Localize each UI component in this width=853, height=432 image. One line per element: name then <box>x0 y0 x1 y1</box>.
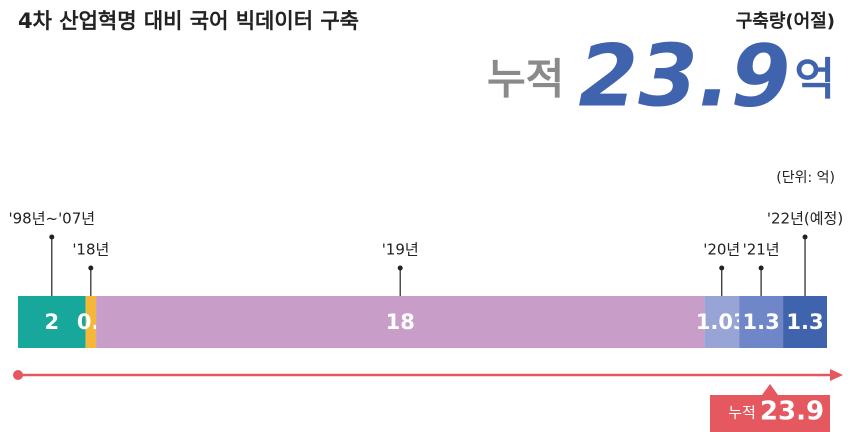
category-label: '20년 <box>703 241 740 259</box>
unit-note: (단위: 억) <box>776 170 835 186</box>
pin-dot <box>719 265 725 271</box>
callout-prefix: 누적 <box>728 404 756 422</box>
pin-dot <box>88 265 94 271</box>
category-label: '18년 <box>72 241 109 259</box>
callout-total: 23.9 <box>760 397 824 427</box>
pin-dot <box>397 265 403 271</box>
pin-dot <box>49 234 55 240</box>
value-label: 1.3 <box>786 310 823 334</box>
value-label: 1.3 <box>743 310 780 334</box>
pin-dot <box>758 265 764 271</box>
category-label: '19년 <box>382 241 419 259</box>
category-label: '21년 <box>743 241 780 259</box>
bar-segment <box>783 296 827 348</box>
value-label: 1.03 <box>696 310 748 334</box>
total-prefix: 누적 <box>487 55 564 104</box>
bar-segment <box>739 296 784 348</box>
callout-box <box>710 384 830 432</box>
value-label: 18 <box>386 310 415 334</box>
subtitle: 구축량(어절) <box>736 11 835 32</box>
bar-segment <box>704 296 740 348</box>
arrow-head <box>830 369 843 381</box>
bar-segment <box>18 296 86 348</box>
total-unit: 억 <box>795 54 835 105</box>
value-label: 2 <box>44 310 59 334</box>
bar-segment <box>85 296 97 348</box>
chart-title: 4차 산업혁명 대비 국어 빅데이터 구축 <box>18 9 359 33</box>
category-label: '22년(예정) <box>767 210 843 228</box>
timeline-start <box>13 370 23 380</box>
pin-dot <box>802 234 808 240</box>
total-value: 23.9 <box>578 26 790 126</box>
bar-segment <box>96 296 705 348</box>
category-label: '98년~'07년 <box>8 210 95 228</box>
